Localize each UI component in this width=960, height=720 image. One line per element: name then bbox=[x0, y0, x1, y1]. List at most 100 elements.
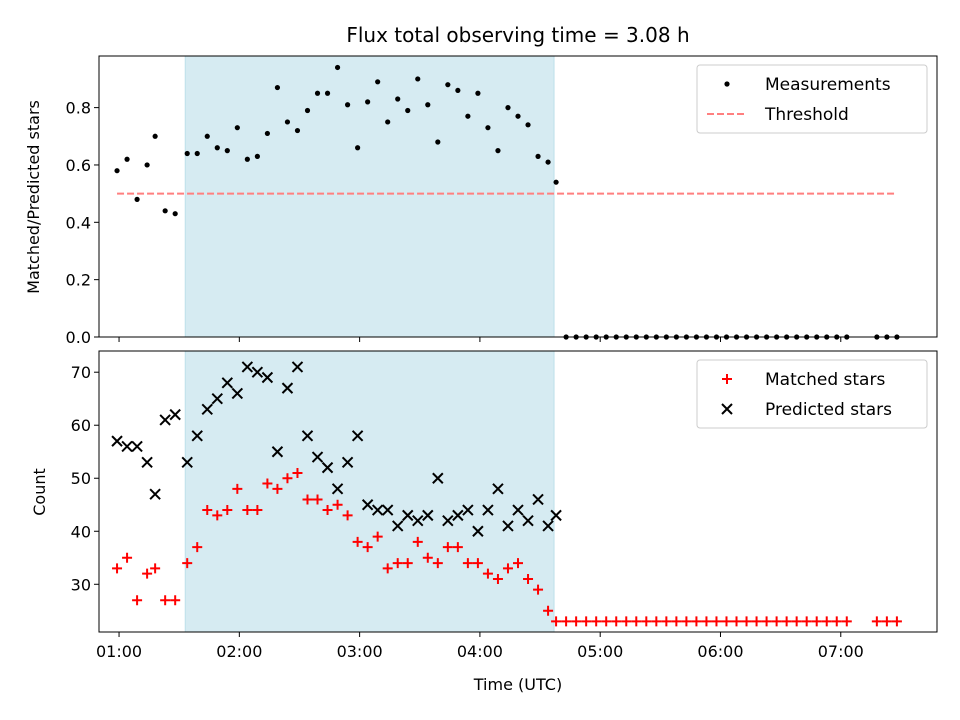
predicted-stars-point bbox=[381, 504, 394, 516]
legend-swatch bbox=[724, 81, 730, 87]
matched-stars-point bbox=[631, 616, 642, 627]
matched-stars-point bbox=[701, 616, 712, 627]
matched-stars-point bbox=[751, 616, 762, 627]
predicted-stars-point bbox=[412, 514, 424, 527]
measurements-point bbox=[475, 90, 481, 96]
matched-stars-point bbox=[561, 616, 572, 627]
matched-stars-point bbox=[122, 552, 133, 563]
predicted-stars-point bbox=[301, 430, 314, 442]
predicted-stars-point bbox=[512, 504, 524, 516]
measurements-point bbox=[485, 125, 491, 131]
matched-stars-point bbox=[112, 563, 123, 574]
y-tick-label: 0.8 bbox=[66, 99, 91, 118]
predicted-stars-point bbox=[251, 366, 264, 378]
measurements-point bbox=[204, 133, 210, 139]
predicted-stars-point bbox=[311, 451, 324, 463]
bottom-x-ticks: 01:00 02:00 03:00 04:00 05:00 06:00 07:00 bbox=[96, 632, 864, 661]
measurements-point bbox=[124, 156, 130, 162]
predicted-stars-point bbox=[452, 509, 464, 522]
measurements-point bbox=[172, 211, 178, 217]
measurements-point bbox=[294, 127, 301, 134]
bottom-panel-frame bbox=[98, 350, 938, 633]
top-x-ticks bbox=[118, 337, 842, 342]
matched-stars-point bbox=[691, 616, 702, 627]
matched-stars-point bbox=[222, 505, 233, 516]
chart-title: Flux total observing time = 3.08 h bbox=[346, 23, 689, 47]
matched-stars-point bbox=[731, 616, 742, 627]
predicted-stars-point bbox=[392, 520, 404, 532]
matched-stars-point bbox=[322, 505, 333, 516]
measurements-point bbox=[134, 196, 140, 202]
measurements-point bbox=[355, 145, 361, 151]
matched-stars-point bbox=[871, 616, 882, 627]
measurements-point bbox=[395, 96, 401, 102]
measurements-point bbox=[314, 90, 321, 96]
measurements-point bbox=[535, 153, 541, 159]
predicted-stars-point bbox=[181, 456, 193, 469]
matched-stars-point bbox=[412, 536, 423, 547]
predicted-stars-point bbox=[542, 520, 554, 532]
measurements-point bbox=[425, 102, 431, 108]
measurements-point bbox=[375, 79, 381, 85]
measurements-point bbox=[144, 162, 150, 168]
matched-stars-point bbox=[272, 483, 283, 494]
matched-stars-point bbox=[611, 616, 622, 627]
matched-stars-point bbox=[192, 542, 203, 553]
top-y-ticks: 0.0 0.2 0.4 0.6 0.8 bbox=[66, 99, 99, 347]
legend-label: Matched stars bbox=[765, 370, 885, 390]
predicted-stars-point bbox=[532, 493, 544, 506]
matched-stars-point bbox=[332, 499, 343, 510]
predicted-stars-point bbox=[281, 382, 294, 394]
matched-stars-point bbox=[292, 467, 303, 478]
measurements-point bbox=[445, 82, 451, 88]
x-tick-label: 02:00 bbox=[216, 642, 262, 661]
predicted-stars-point bbox=[442, 514, 454, 527]
measurements-point bbox=[304, 107, 311, 114]
matched-stars-point bbox=[492, 573, 503, 584]
bottom-legend: Matched stars Predicted stars bbox=[696, 359, 928, 429]
matched-stars-point bbox=[801, 616, 812, 627]
matched-stars-point bbox=[150, 563, 161, 574]
predicted-stars-point bbox=[241, 361, 254, 373]
x-tick-label: 04:00 bbox=[457, 642, 503, 661]
predicted-stars-point bbox=[550, 509, 562, 522]
x-tick-label: 05:00 bbox=[577, 642, 623, 661]
matched-stars-point bbox=[352, 536, 363, 547]
measurements-point bbox=[114, 168, 120, 174]
matched-stars-point bbox=[671, 616, 682, 627]
matched-stars-point bbox=[641, 616, 652, 627]
matched-stars-point bbox=[581, 616, 592, 627]
matched-stars-point bbox=[811, 616, 822, 627]
predicted-stars-point bbox=[291, 361, 304, 373]
matched-stars-point bbox=[771, 616, 782, 627]
measurements-point bbox=[385, 119, 391, 125]
legend-swatch bbox=[721, 403, 733, 415]
matched-stars-point bbox=[881, 616, 892, 627]
measurements-point bbox=[324, 90, 331, 96]
matched-stars-point bbox=[523, 573, 534, 584]
matched-stars-point bbox=[462, 558, 473, 569]
matched-stars-point bbox=[132, 595, 143, 606]
x-tick-label: 01:00 bbox=[96, 642, 142, 661]
predicted-stars-point bbox=[472, 525, 484, 537]
matched-stars-point bbox=[831, 616, 842, 627]
top-panel-frame bbox=[98, 55, 938, 338]
measurements-point bbox=[194, 150, 200, 157]
predicted-stars-point bbox=[492, 483, 504, 495]
matched-stars-point bbox=[571, 616, 582, 627]
measurements-point bbox=[274, 84, 281, 91]
matched-stars-point bbox=[533, 584, 544, 595]
measurements-point bbox=[184, 150, 190, 157]
matched-stars-point bbox=[402, 558, 413, 569]
matched-stars-point bbox=[312, 494, 323, 505]
measurements-point bbox=[224, 148, 230, 154]
matched-stars-point bbox=[160, 595, 171, 606]
matched-stars-point bbox=[452, 542, 463, 553]
matched-stars-point bbox=[681, 616, 692, 627]
measurements-point bbox=[455, 87, 461, 94]
matched-stars-point bbox=[591, 616, 602, 627]
top-panel-marks bbox=[114, 64, 900, 340]
legend-label: Predicted stars bbox=[765, 400, 892, 420]
matched-stars-point bbox=[721, 616, 732, 627]
bottom-y-ticks: 30 40 50 60 70 bbox=[71, 363, 99, 594]
